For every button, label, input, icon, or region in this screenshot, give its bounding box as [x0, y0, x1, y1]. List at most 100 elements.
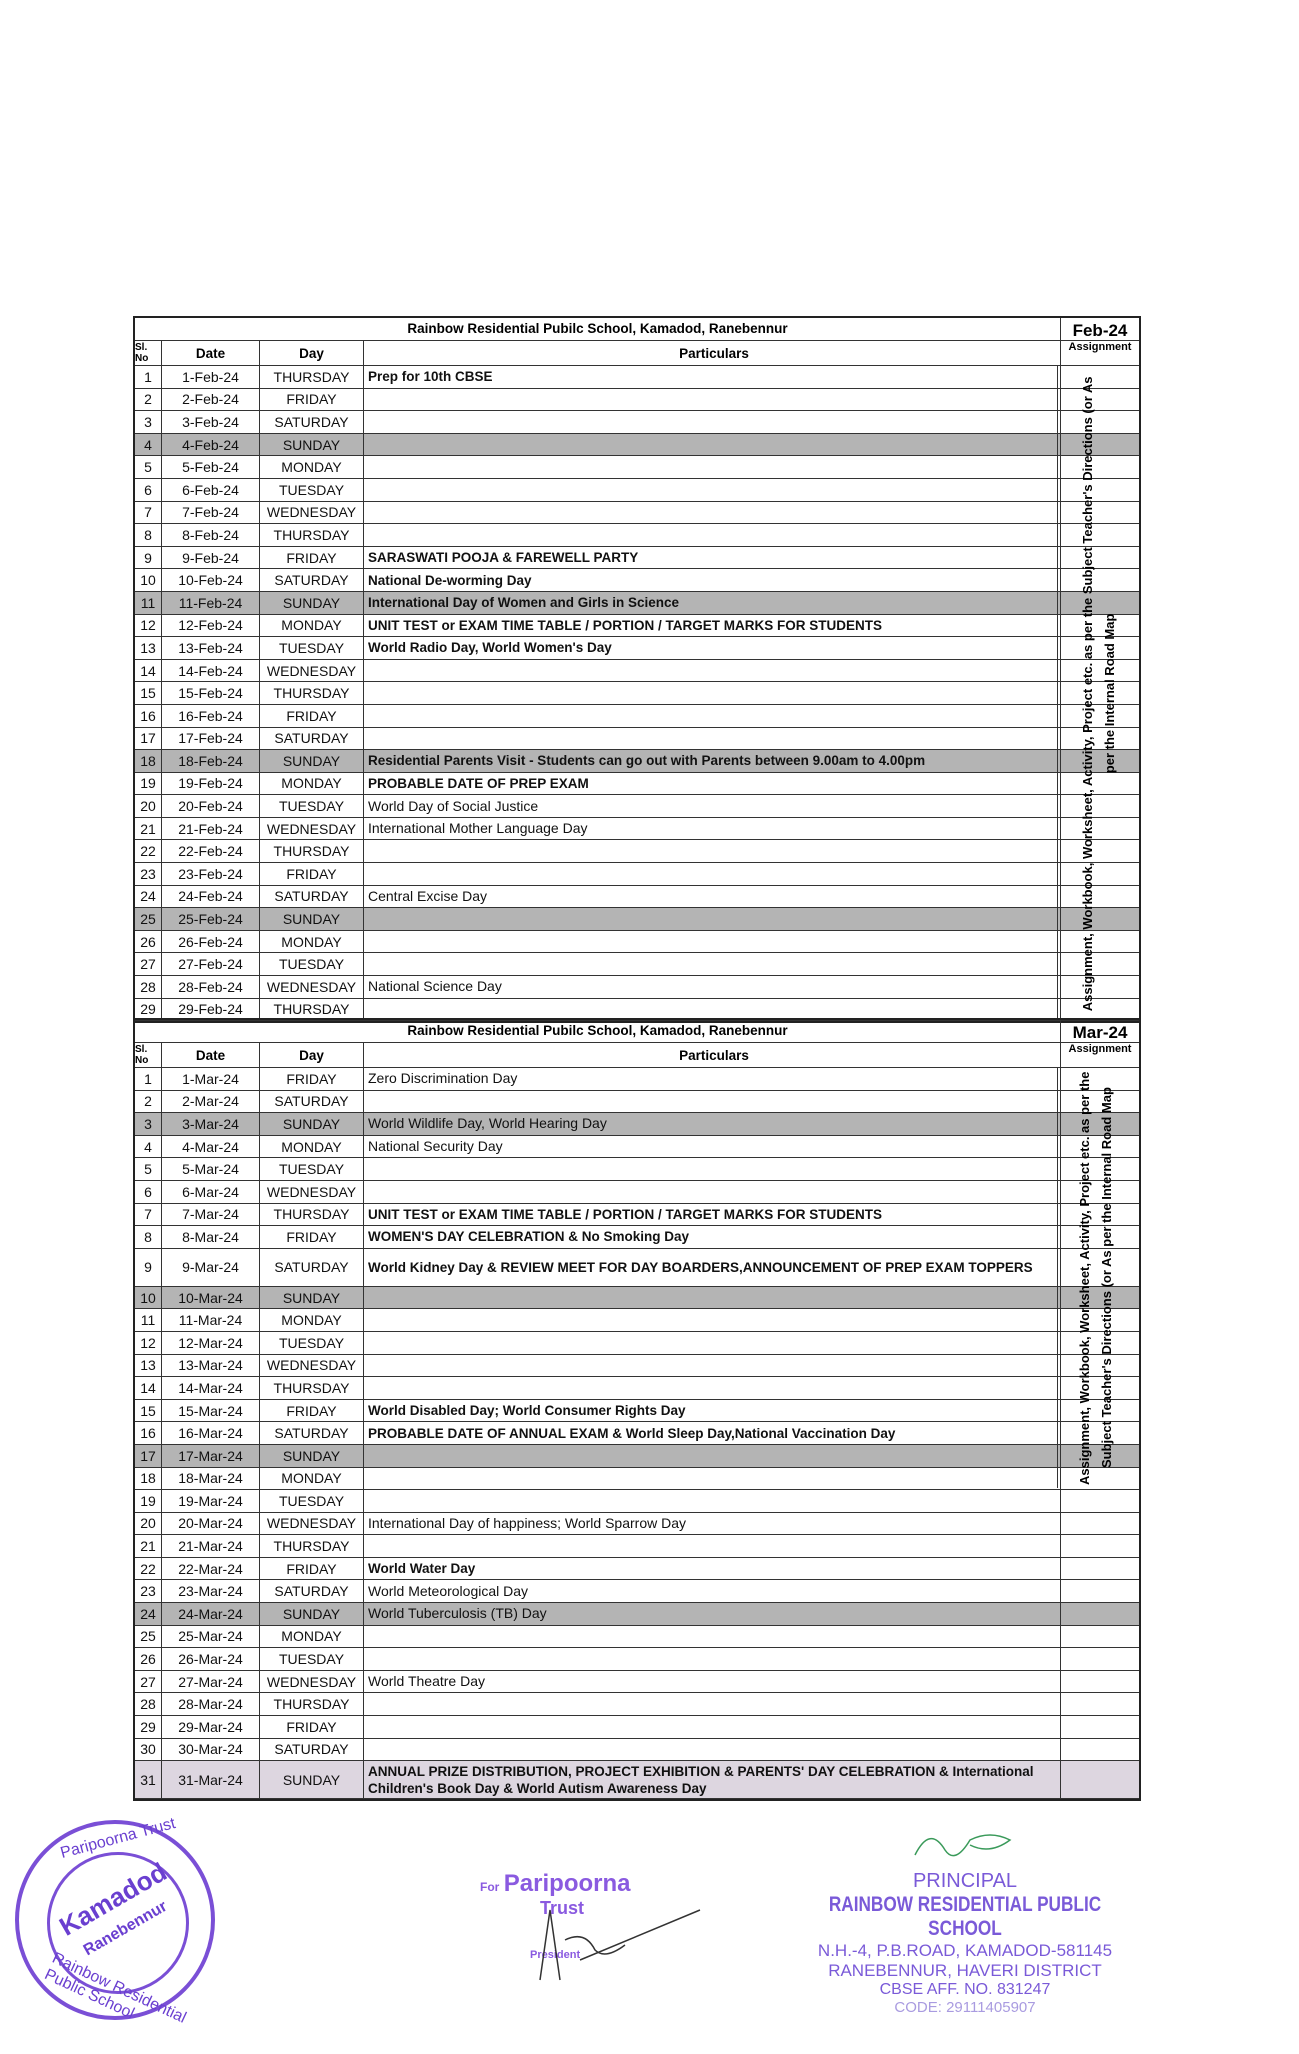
header-day: Day — [260, 1043, 364, 1067]
date-cell: 14-Feb-24 — [162, 659, 260, 682]
table-row: 15 15-Feb-24 THURSDAY — [135, 682, 1139, 705]
date-cell: 10-Mar-24 — [162, 1286, 260, 1309]
particulars-cell: UNIT TEST or EXAM TIME TABLE / PORTION /… — [364, 614, 1061, 637]
table-row: 11 11-Mar-24 MONDAY — [135, 1309, 1139, 1332]
table-row: 2 2-Mar-24 SATURDAY — [135, 1090, 1139, 1114]
date-cell: 26-Mar-24 — [162, 1648, 260, 1670]
day-cell: MONDAY — [260, 1309, 364, 1331]
table-row: 14 14-Mar-24 THURSDAY — [135, 1377, 1139, 1400]
particulars-cell — [364, 478, 1061, 501]
particulars-cell — [364, 953, 1061, 976]
date-cell: 20-Feb-24 — [162, 795, 260, 817]
day-cell: THURSDAY — [260, 1535, 364, 1557]
particulars-cell — [364, 1309, 1061, 1331]
particulars-cell — [364, 388, 1061, 411]
sl-no-cell: 4 — [135, 433, 162, 456]
date-cell: 1-Feb-24 — [162, 366, 260, 388]
sl-no-cell: 13 — [135, 1354, 162, 1377]
sl-no-cell: 2 — [135, 388, 162, 411]
day-cell: THURSDAY — [260, 366, 364, 388]
header-particulars: Particulars — [364, 341, 1061, 365]
date-cell: 8-Feb-24 — [162, 524, 260, 546]
day-cell: SUNDAY — [260, 433, 364, 456]
date-cell: 23-Feb-24 — [162, 863, 260, 885]
table-row: 6 6-Feb-24 TUESDAY — [135, 478, 1139, 502]
day-cell: FRIDAY — [260, 1226, 364, 1248]
date-cell: 11-Mar-24 — [162, 1309, 260, 1331]
date-cell: 17-Mar-24 — [162, 1444, 260, 1467]
date-cell: 13-Feb-24 — [162, 637, 260, 659]
particulars-cell — [364, 1693, 1061, 1716]
sl-no-cell: 23 — [135, 863, 162, 885]
date-cell: 8-Mar-24 — [162, 1226, 260, 1248]
sl-no-cell: 24 — [135, 1603, 162, 1625]
table-row: 31 31-Mar-24 SUNDAY ANNUAL PRIZE DISTRIBUTI… — [135, 1761, 1139, 1800]
sl-no-cell: 5 — [135, 456, 162, 478]
table-row: 30 30-Mar-24 SATURDAY — [135, 1738, 1139, 1762]
date-cell: 7-Mar-24 — [162, 1203, 260, 1226]
date-cell: 2-Mar-24 — [162, 1090, 260, 1113]
day-cell: WEDNESDAY — [260, 817, 364, 840]
date-cell: 29-Mar-24 — [162, 1716, 260, 1738]
date-cell: 20-Mar-24 — [162, 1512, 260, 1535]
date-cell: 28-Mar-24 — [162, 1693, 260, 1716]
date-cell: 22-Mar-24 — [162, 1557, 260, 1580]
date-cell: 23-Mar-24 — [162, 1580, 260, 1603]
table-row: 22 22-Feb-24 THURSDAY — [135, 840, 1139, 864]
month-label: Mar-24 — [1072, 1023, 1128, 1042]
date-cell: 10-Feb-24 — [162, 569, 260, 591]
date-cell: 22-Feb-24 — [162, 840, 260, 863]
table-row: 16 16-Feb-24 FRIDAY — [135, 704, 1139, 728]
particulars-cell — [364, 1286, 1061, 1309]
principal-address-4: CODE: 29111405907 — [894, 1999, 1036, 2016]
particulars-cell: International Mother Language Day — [364, 817, 1061, 840]
table-row: 8 8-Mar-24 FRIDAY WOMEN'S DAY CELEBRATION … — [135, 1226, 1139, 1249]
sl-no-cell: 11 — [135, 1309, 162, 1331]
date-cell: 14-Mar-24 — [162, 1377, 260, 1399]
table-row: 13 13-Mar-24 WEDNESDAY — [135, 1354, 1139, 1378]
day-cell: TUESDAY — [260, 1158, 364, 1180]
particulars-cell — [364, 433, 1061, 456]
table-row: 28 28-Feb-24 WEDNESDAY National Science Day — [135, 976, 1139, 999]
date-cell: 19-Mar-24 — [162, 1490, 260, 1512]
sl-no-cell: 7 — [135, 1203, 162, 1226]
particulars-cell — [364, 1490, 1061, 1512]
date-cell: 18-Feb-24 — [162, 750, 260, 772]
sl-no-cell: 25 — [135, 1625, 162, 1648]
table-row: 9 9-Mar-24 SATURDAY World Kidney Day & REVI… — [135, 1248, 1139, 1287]
date-cell: 21-Mar-24 — [162, 1535, 260, 1557]
day-cell: SUNDAY — [260, 908, 364, 930]
particulars-cell: National Security Day — [364, 1135, 1061, 1158]
date-cell: 27-Feb-24 — [162, 953, 260, 976]
sl-no-cell: 10 — [135, 569, 162, 591]
sl-no-cell: 16 — [135, 704, 162, 727]
day-cell: WEDNESDAY — [260, 659, 364, 682]
date-cell: 9-Feb-24 — [162, 546, 260, 569]
assignment-note-text: Assignment, Workbook, Worksheet, Activit… — [1079, 376, 1117, 1011]
table-row: 12 12-Mar-24 TUESDAY — [135, 1331, 1139, 1355]
day-cell: MONDAY — [260, 930, 364, 953]
day-cell: SUNDAY — [260, 750, 364, 772]
february-calendar-table: Rainbow Residential Pubilc School, Kamad… — [133, 316, 1141, 1024]
sl-no-cell: 18 — [135, 750, 162, 772]
sl-no-cell: 2 — [135, 1090, 162, 1113]
table-row: 20 20-Mar-24 WEDNESDAY International Day of… — [135, 1512, 1139, 1536]
particulars-cell: World Theatre Day — [364, 1670, 1061, 1693]
table-row: 4 4-Feb-24 SUNDAY — [135, 433, 1139, 457]
sl-no-cell: 27 — [135, 1670, 162, 1693]
particulars-cell — [364, 704, 1061, 727]
sl-no-cell: 22 — [135, 840, 162, 863]
table-row: 17 17-Mar-24 SUNDAY — [135, 1444, 1139, 1468]
day-cell: TUESDAY — [260, 1648, 364, 1670]
table-row: 25 25-Feb-24 SUNDAY — [135, 908, 1139, 931]
principal-signature-icon — [914, 1834, 1012, 1857]
sl-no-cell: 6 — [135, 478, 162, 501]
date-cell: 15-Mar-24 — [162, 1399, 260, 1422]
table-row: 9 9-Feb-24 FRIDAY SARASWATI POOJA & FAREWEL… — [135, 546, 1139, 570]
particulars-cell — [364, 501, 1061, 524]
table-row: 15 15-Mar-24 FRIDAY World Disabled Day; Wor… — [135, 1399, 1139, 1423]
particulars-cell: International Day of Women and Girls in … — [364, 591, 1061, 614]
particulars-cell — [364, 1467, 1061, 1490]
day-cell: MONDAY — [260, 1135, 364, 1158]
header-assignment: Assignment — [1068, 1043, 1132, 1055]
